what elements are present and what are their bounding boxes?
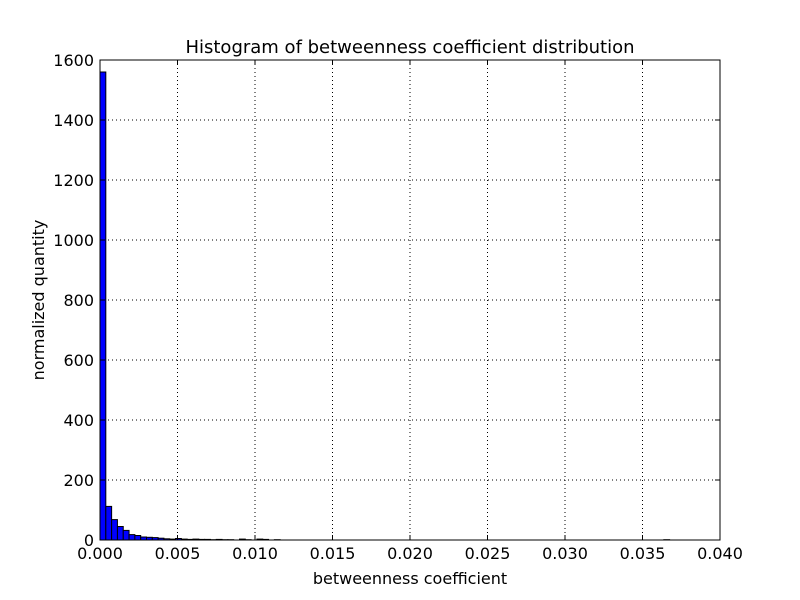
x-tick-label: 0.020	[387, 544, 433, 563]
chart-title: Histogram of betweenness coefficient dis…	[185, 37, 634, 58]
y-axis-label: normalized quantity	[29, 220, 48, 381]
x-tick-label: 0.015	[310, 544, 356, 563]
y-tick-label: 600	[63, 351, 94, 370]
x-tick-label: 0.025	[465, 544, 511, 563]
grid-layer	[100, 60, 720, 540]
y-tick-label: 400	[63, 411, 94, 430]
x-tick-label: 0.005	[155, 544, 201, 563]
histogram-bar	[105, 505, 113, 541]
y-tick-label: 0	[84, 531, 94, 550]
y-tick-label: 1000	[53, 231, 94, 250]
histogram-bar	[134, 535, 142, 541]
x-tick-layer: 0.000 0.005 0.010 0.015 0.020 0.025 0.030 0.035…	[77, 60, 743, 563]
x-tick-label: 0.035	[620, 544, 666, 563]
x-tick-label: 0.030	[542, 544, 588, 563]
y-tick-label: 1600	[53, 51, 94, 70]
histogram-bar	[122, 529, 130, 541]
x-tick-label: 0.000	[77, 544, 123, 563]
y-tick-label: 800	[63, 291, 94, 310]
histogram-bar	[111, 519, 118, 541]
y-tick-label: 1400	[53, 111, 94, 130]
histogram-bar	[116, 526, 124, 541]
x-tick-label: 0.040	[697, 544, 743, 563]
x-tick-label: 0.010	[232, 544, 278, 563]
y-tick-label: 200	[63, 471, 94, 490]
y-tick-label: 1200	[53, 171, 94, 190]
histogram-bar	[128, 534, 136, 541]
x-axis-label: betweenness coefficient	[313, 569, 507, 588]
y-tick-layer: 0 200 400 600 800 1000 1200 1400 1600	[53, 51, 720, 550]
histogram-bar	[99, 71, 107, 541]
